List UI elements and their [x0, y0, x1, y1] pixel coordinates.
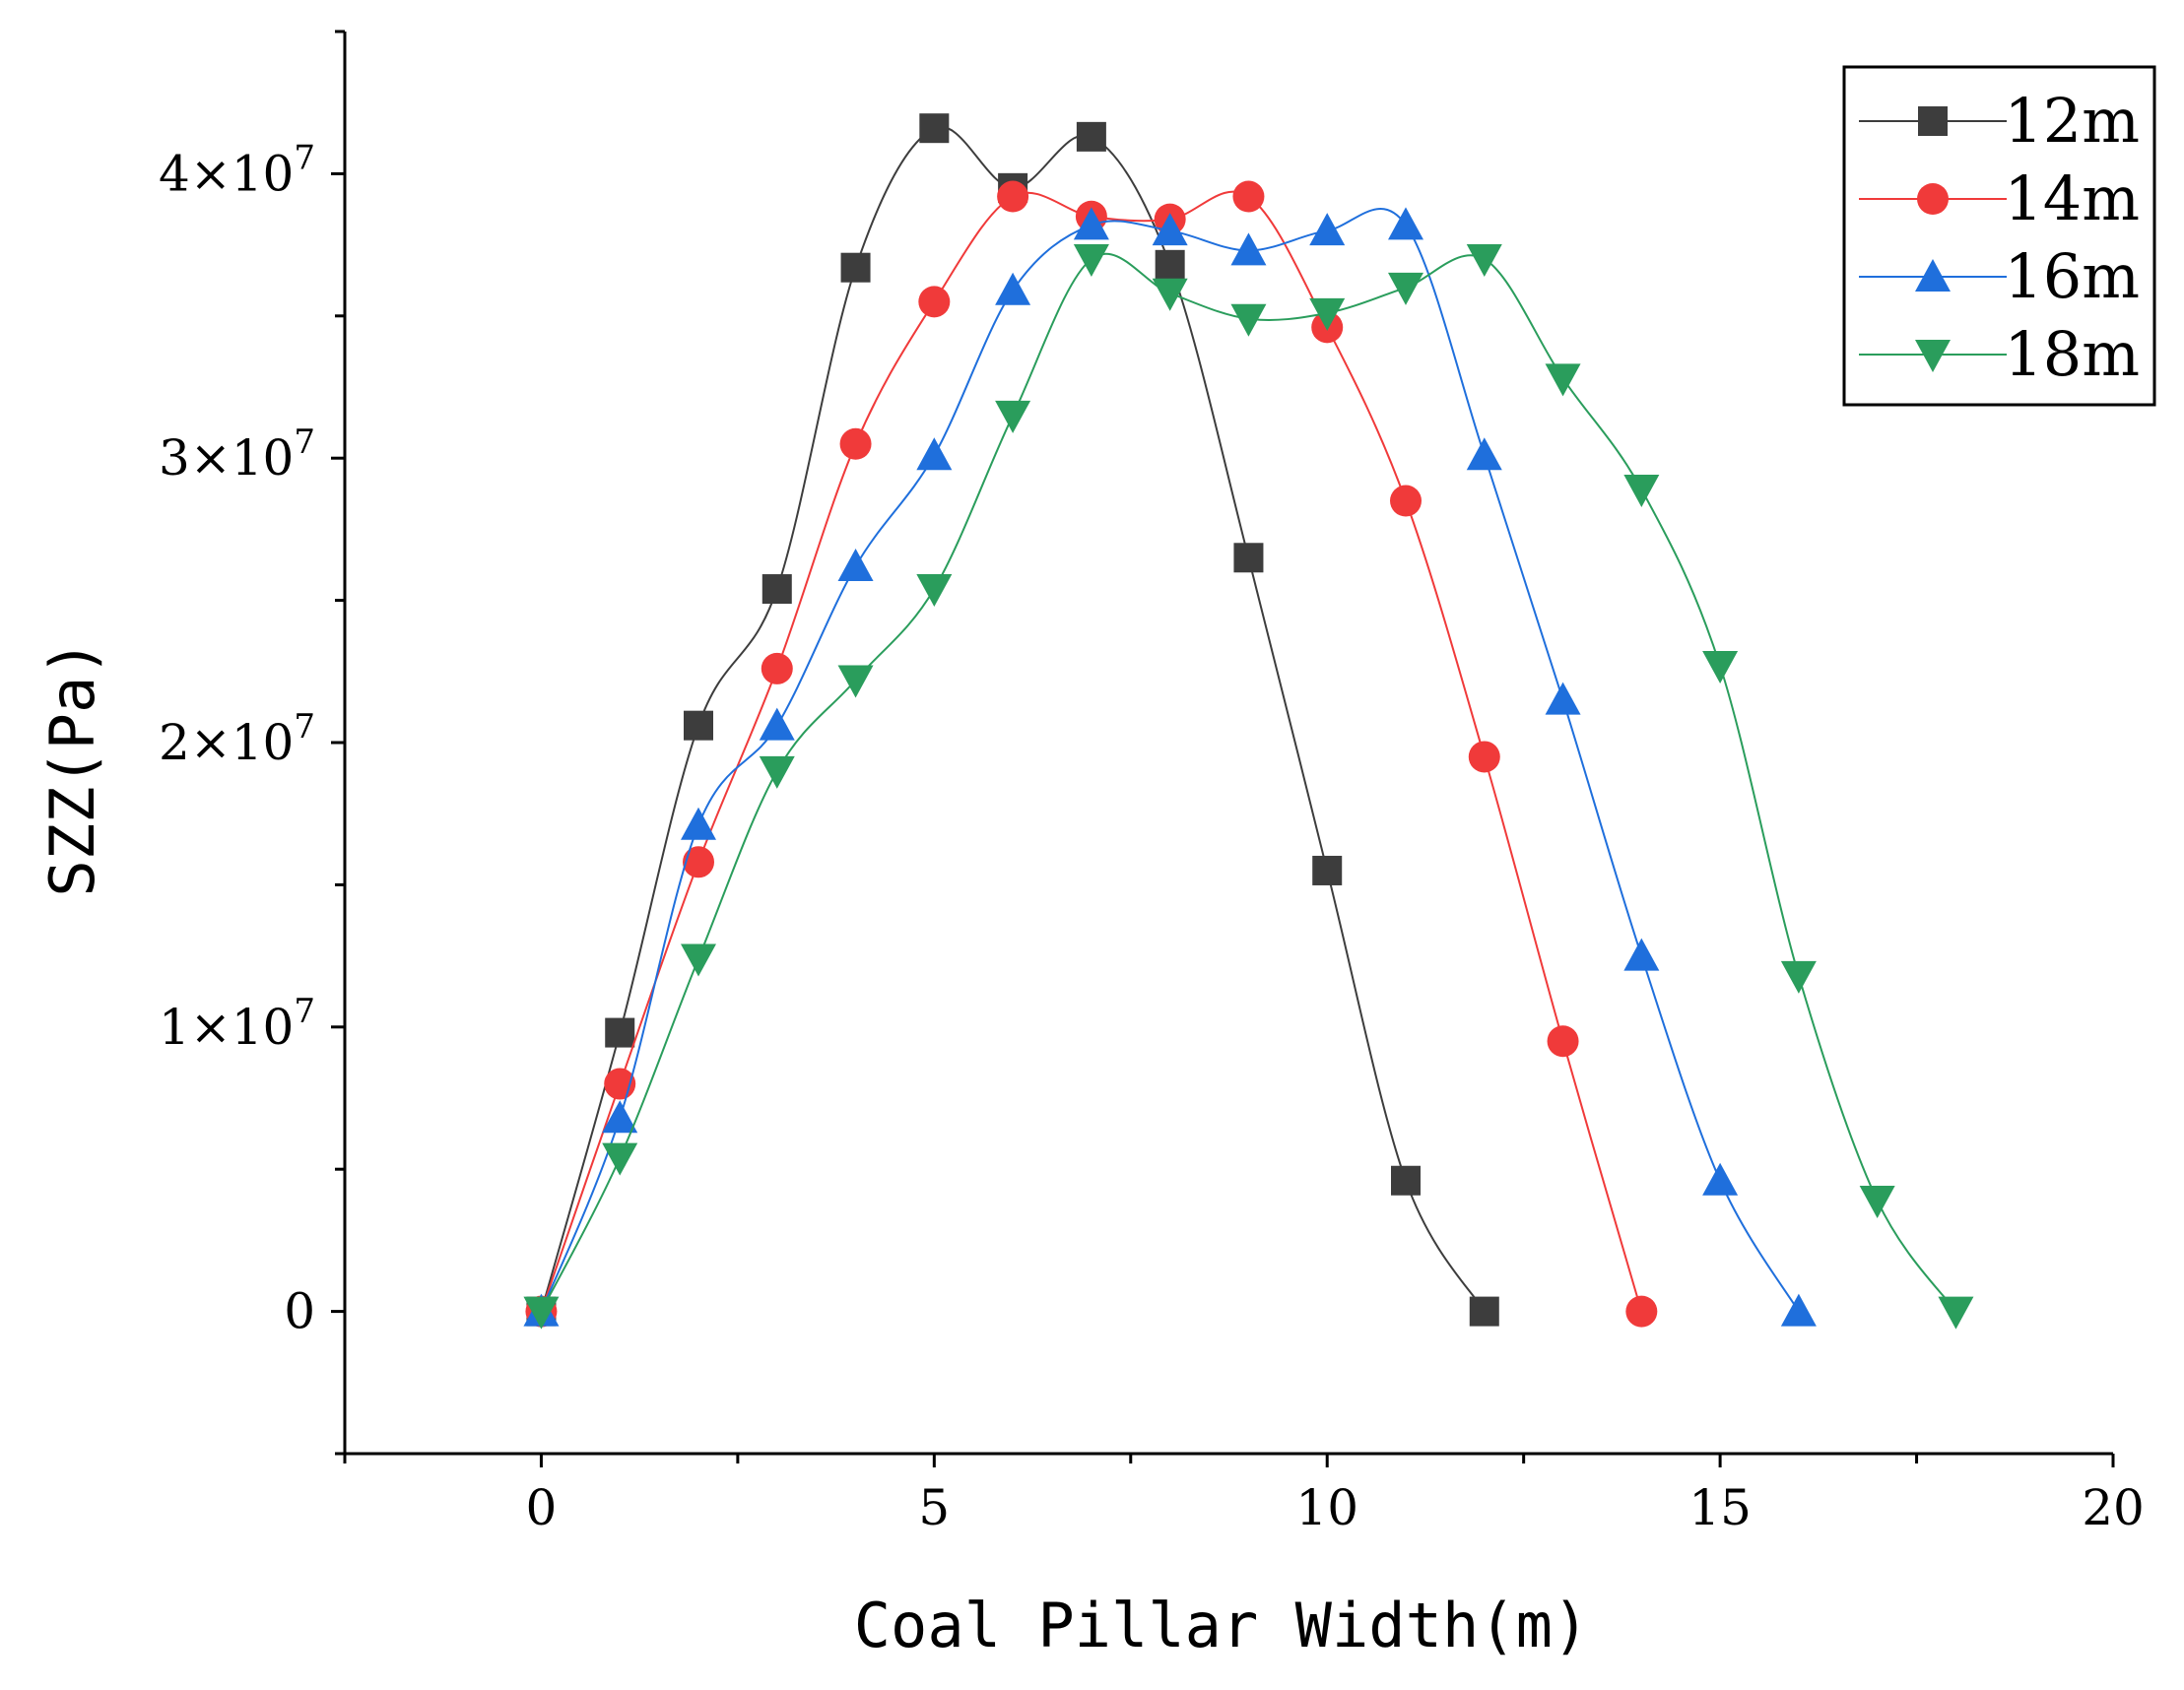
data-point-12m: [840, 252, 871, 283]
series-layer: [523, 113, 1974, 1330]
legend-marker-12m: [1918, 106, 1948, 136]
data-point-18m: [602, 1142, 638, 1176]
data-point-12m: [1469, 1296, 1499, 1327]
x-axis-title: Coal Pillar Width(m): [854, 1590, 1590, 1661]
legend-box: [1842, 65, 2156, 407]
data-point-16m: [1702, 1162, 1739, 1196]
data-point-14m: [604, 1068, 636, 1100]
data-point-16m: [602, 1100, 638, 1134]
data-point-18m: [837, 665, 874, 698]
data-point-18m: [1388, 272, 1423, 305]
legend-label-18m: 18m: [2004, 318, 2140, 390]
axes: 0 5 10 15 20 0 1×107 2×107 3×107 4×107: [159, 30, 2145, 1536]
data-point-18m: [1545, 363, 1581, 397]
y-tick-label: 2×107: [159, 707, 315, 771]
series-line-18m: [540, 252, 1957, 1313]
y-axis-title: SZZ(Pa): [36, 639, 108, 896]
data-point-18m: [1938, 1296, 1974, 1330]
data-point-14m: [1390, 485, 1422, 517]
data-point-16m: [995, 272, 1031, 305]
data-point-14m: [997, 180, 1029, 213]
data-point-16m: [1309, 213, 1346, 246]
legend-label-12m: 12m: [2004, 85, 2140, 157]
data-point-12m: [1076, 121, 1106, 152]
data-point-18m: [1230, 303, 1267, 337]
data-point-12m: [919, 113, 950, 144]
data-point-12m: [684, 710, 713, 741]
data-point-16m: [1466, 437, 1502, 471]
legend-marker-16m: [1915, 259, 1951, 292]
x-tick-label: 5: [918, 1479, 950, 1536]
data-point-18m: [1702, 651, 1739, 684]
data-point-14m: [1232, 180, 1265, 213]
data-point-14m: [1547, 1025, 1579, 1058]
series-18m: [523, 244, 1974, 1330]
data-point-14m: [918, 286, 951, 318]
x-tick-label: 0: [526, 1479, 558, 1536]
y-tick-label: 1×107: [159, 992, 315, 1056]
data-point-16m: [1623, 938, 1660, 971]
x-tick-label: 10: [1295, 1479, 1358, 1536]
data-point-14m: [683, 846, 714, 878]
data-point-18m: [995, 400, 1031, 433]
data-point-18m: [1152, 278, 1188, 311]
data-point-18m: [681, 943, 716, 977]
series-line-16m: [540, 208, 1800, 1313]
data-point-16m: [1388, 207, 1423, 240]
data-point-12m: [605, 1017, 635, 1048]
data-point-18m: [1309, 297, 1346, 331]
data-point-16m: [759, 707, 795, 741]
legend-marker-14m: [1917, 183, 1949, 215]
data-point-12m: [1155, 249, 1185, 280]
y-tick-label: 4×107: [159, 138, 315, 202]
data-point-18m: [1466, 244, 1502, 278]
data-point-16m: [1230, 232, 1267, 266]
data-point-12m: [1391, 1165, 1421, 1196]
series-16m: [523, 207, 1817, 1327]
data-point-18m: [1780, 960, 1817, 994]
x-tick-label: 20: [2082, 1479, 2145, 1536]
data-point-16m: [1152, 213, 1188, 246]
data-point-18m: [523, 1296, 560, 1330]
x-tick-label: 15: [1688, 1479, 1752, 1536]
data-point-16m: [837, 548, 874, 581]
data-point-18m: [1859, 1185, 1895, 1218]
y-tick-label: 0: [284, 1283, 315, 1340]
data-point-14m: [839, 427, 872, 460]
data-point-14m: [761, 652, 793, 684]
data-point-12m: [1233, 543, 1264, 573]
data-point-16m: [916, 437, 953, 471]
data-point-18m: [1623, 474, 1660, 507]
data-point-16m: [681, 807, 716, 840]
data-point-16m: [1545, 682, 1581, 715]
data-point-18m: [759, 755, 795, 789]
data-point-16m: [1073, 207, 1109, 240]
series-14m: [525, 180, 1658, 1328]
data-point-18m: [916, 574, 953, 608]
data-point-16m: [1780, 1293, 1817, 1327]
data-point-18m: [1073, 244, 1109, 278]
legend-label-16m: 16m: [2004, 240, 2140, 312]
data-point-12m: [1312, 855, 1343, 885]
data-point-12m: [761, 574, 792, 605]
data-point-14m: [1468, 741, 1500, 773]
legend-marker-18m: [1915, 340, 1951, 372]
data-point-14m: [1625, 1295, 1658, 1328]
y-tick-label: 3×107: [159, 422, 315, 487]
legend-label-14m: 14m: [2004, 162, 2140, 234]
